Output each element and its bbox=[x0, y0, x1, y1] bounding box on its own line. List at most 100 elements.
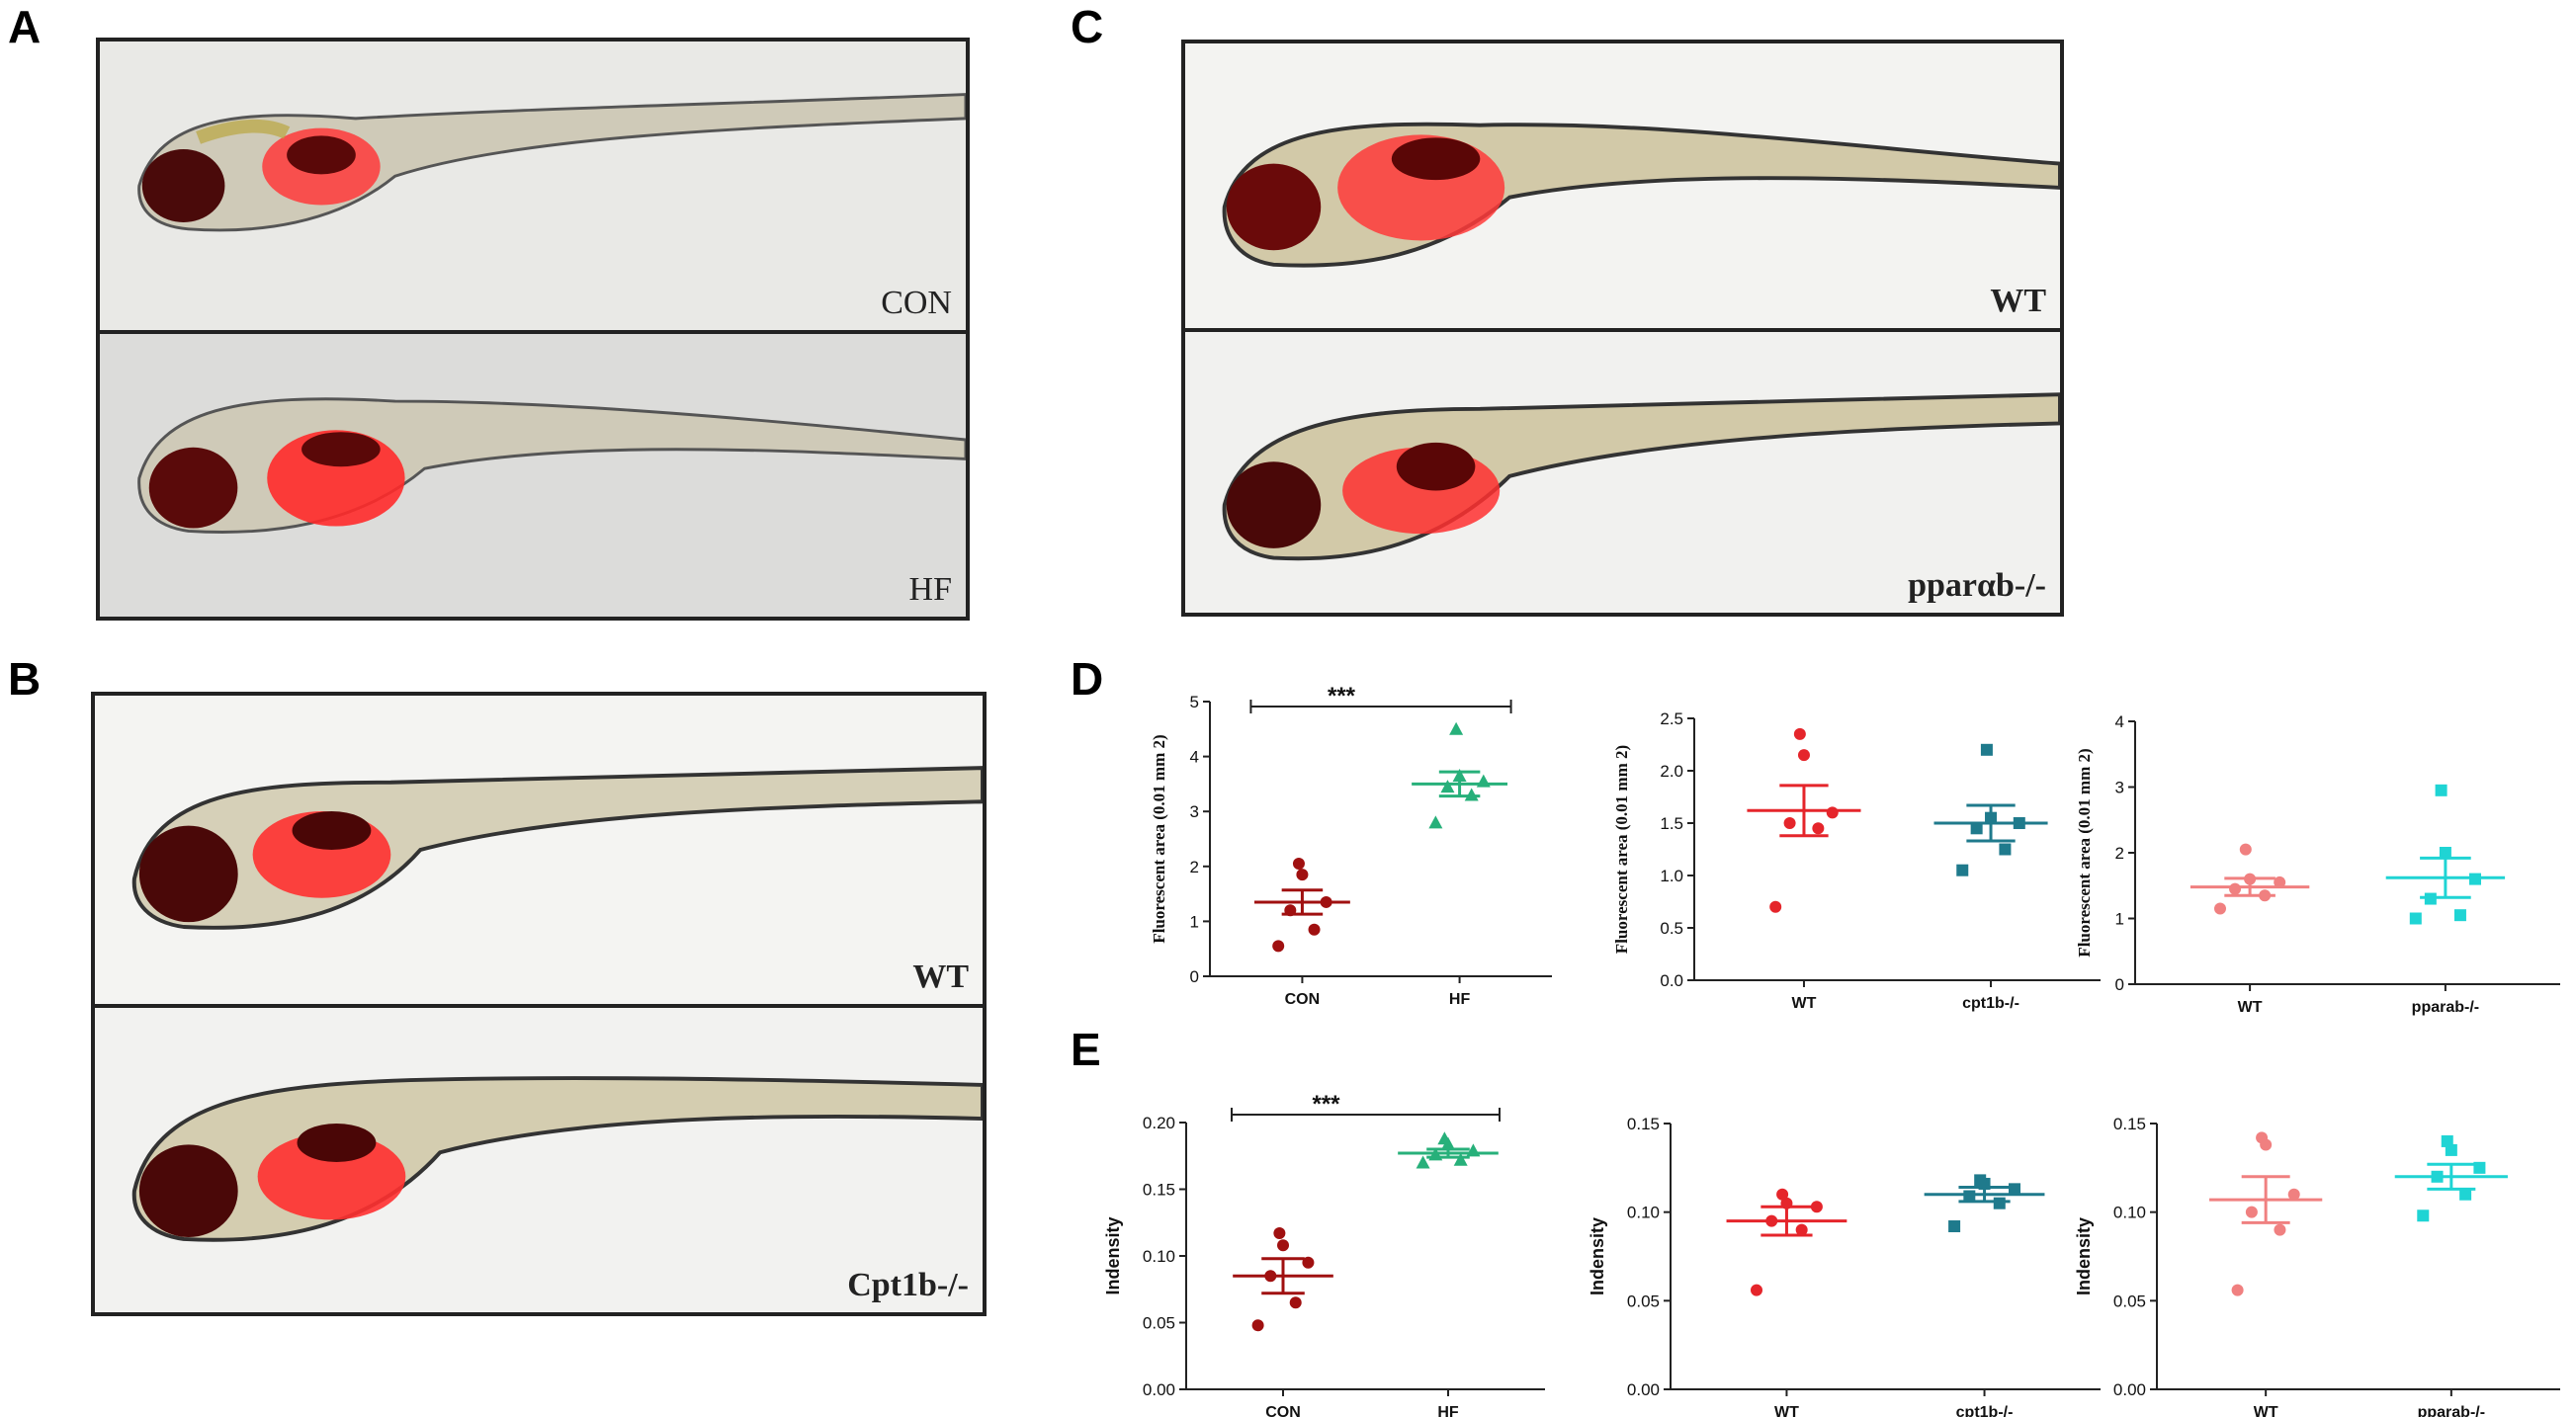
data-point bbox=[1296, 869, 1309, 881]
data-point bbox=[1974, 1174, 1987, 1187]
data-point bbox=[2409, 912, 2422, 925]
data-point bbox=[1956, 864, 1969, 876]
data-point bbox=[1452, 769, 1467, 783]
data-point bbox=[2274, 1223, 2286, 1236]
y-tick-label: 0.00 bbox=[1143, 1380, 1175, 1399]
y-axis-label: Indensity bbox=[2074, 1217, 2094, 1295]
y-tick-label: 4 bbox=[2115, 712, 2124, 731]
data-point bbox=[1810, 1201, 1823, 1213]
y-tick-label: 0.20 bbox=[1143, 1114, 1175, 1132]
x-tick-label: HF bbox=[1437, 1404, 1459, 1417]
data-point bbox=[2259, 889, 2272, 902]
data-point bbox=[1453, 1152, 1468, 1166]
x-tick-label: WT bbox=[2254, 1404, 2278, 1417]
data-point bbox=[2245, 1206, 2258, 1218]
data-point bbox=[1289, 1296, 1302, 1309]
x-tick-label: HF bbox=[1449, 991, 1471, 1008]
y-tick-label: 0.05 bbox=[2113, 1292, 2146, 1310]
chart-d1: 0 1 2 3 4 5 Fluorescent area (0.01 mm 2) CON HF *… bbox=[1150, 683, 1552, 1008]
x-tick-label: cpt1b-/- bbox=[1962, 995, 2019, 1012]
data-point bbox=[1464, 788, 1479, 801]
data-point bbox=[1428, 815, 1443, 829]
y-tick-label: 0.0 bbox=[1660, 971, 1683, 990]
y-tick-label: 1 bbox=[2115, 910, 2124, 929]
data-point bbox=[2417, 1209, 2430, 1222]
y-axis-label: Fluorescent area (0.01 mm 2) bbox=[2075, 748, 2094, 957]
y-axis-label: Fluorescent area (0.01 mm 2) bbox=[1150, 734, 1168, 943]
image-b-wt: WT bbox=[91, 692, 987, 1008]
data-point bbox=[1449, 721, 1464, 735]
data-point bbox=[1292, 858, 1305, 871]
data-point bbox=[2424, 892, 2437, 905]
data-point bbox=[1437, 1131, 1452, 1145]
y-tick-label: 0.15 bbox=[1627, 1115, 1660, 1133]
data-point bbox=[1251, 1319, 1264, 1332]
data-point bbox=[1993, 1197, 2006, 1209]
data-point bbox=[1302, 1256, 1315, 1269]
y-tick-label: 1 bbox=[1190, 912, 1199, 931]
y-tick-label: 5 bbox=[1190, 693, 1199, 711]
y-tick-label: 4 bbox=[1190, 748, 1199, 767]
data-point bbox=[2469, 873, 2481, 885]
data-point bbox=[1765, 1214, 1778, 1227]
data-point bbox=[1466, 1143, 1481, 1157]
x-tick-label: cpt1b-/- bbox=[1956, 1404, 2014, 1417]
image-a-hf: HF bbox=[96, 330, 970, 621]
data-point bbox=[2274, 875, 2286, 888]
image-c-pparab: pparαb-/- bbox=[1181, 328, 2064, 617]
y-tick-label: 0.05 bbox=[1627, 1292, 1660, 1310]
chart-e1: 0.00 0.05 0.10 0.15 0.20 Indensity CON HF *** bbox=[1103, 1091, 1545, 1417]
panel-letter-d: D bbox=[1071, 653, 1104, 705]
y-tick-label: 0.00 bbox=[2113, 1380, 2146, 1399]
data-point bbox=[1780, 1197, 1793, 1209]
y-tick-label: 0.5 bbox=[1660, 919, 1683, 938]
y-axis-label: Indensity bbox=[1588, 1217, 1607, 1295]
data-point bbox=[1826, 806, 1839, 819]
data-point bbox=[1795, 1223, 1808, 1236]
chart-e3: 0.00 0.05 0.10 0.15 Indensity WT pparab-/- bbox=[2074, 1115, 2560, 1417]
data-point bbox=[2214, 902, 2226, 915]
label-c-pparab: pparαb-/- bbox=[1908, 567, 2046, 604]
significance-label: *** bbox=[1328, 683, 1356, 709]
y-tick-label: 3 bbox=[2115, 779, 2124, 797]
data-point bbox=[2439, 847, 2451, 859]
data-point bbox=[2431, 1170, 2444, 1183]
data-point bbox=[1273, 1227, 1286, 1240]
data-point bbox=[2013, 817, 2025, 829]
data-point bbox=[2229, 882, 2242, 895]
data-point bbox=[2453, 909, 2466, 922]
y-tick-label: 1.0 bbox=[1660, 867, 1683, 885]
y-tick-label: 2 bbox=[1190, 858, 1199, 876]
image-a-con: CON bbox=[96, 38, 970, 334]
data-point bbox=[1308, 923, 1321, 936]
larva-illustration bbox=[95, 696, 983, 1004]
data-point bbox=[1428, 1147, 1443, 1161]
x-tick-label: pparab-/- bbox=[2418, 1404, 2485, 1417]
x-tick-label: WT bbox=[2238, 999, 2263, 1016]
data-point bbox=[1751, 1284, 1762, 1296]
data-point bbox=[1284, 904, 1297, 917]
label-con: CON bbox=[881, 285, 952, 321]
y-tick-label: 0 bbox=[1190, 967, 1199, 986]
significance-label: *** bbox=[1312, 1091, 1340, 1118]
x-tick-label: pparab-/- bbox=[2412, 999, 2479, 1016]
y-tick-label: 2 bbox=[2115, 844, 2124, 863]
x-tick-label: CON bbox=[1265, 1404, 1301, 1417]
panel-letter-c: C bbox=[1071, 1, 1104, 52]
y-tick-label: 0.15 bbox=[2113, 1115, 2146, 1133]
data-point bbox=[1963, 1190, 1976, 1203]
data-point bbox=[1776, 1188, 1789, 1201]
data-point bbox=[2287, 1188, 2300, 1201]
image-c-wt: WT bbox=[1181, 40, 2064, 332]
data-point bbox=[1797, 749, 1810, 762]
data-point bbox=[2435, 784, 2447, 796]
label-c-wt: WT bbox=[1990, 283, 2046, 319]
x-tick-label: WT bbox=[1774, 1404, 1799, 1417]
larva-illustration bbox=[100, 334, 966, 617]
data-point bbox=[2239, 843, 2252, 856]
data-point bbox=[1783, 817, 1796, 829]
data-point bbox=[1970, 822, 1983, 835]
larva-illustration bbox=[1185, 332, 2060, 613]
chart-d3: 0 1 2 3 4 Fluorescent area (0.01 mm 2) WT ppara… bbox=[2075, 712, 2560, 1016]
y-tick-label: 3 bbox=[1190, 802, 1199, 821]
